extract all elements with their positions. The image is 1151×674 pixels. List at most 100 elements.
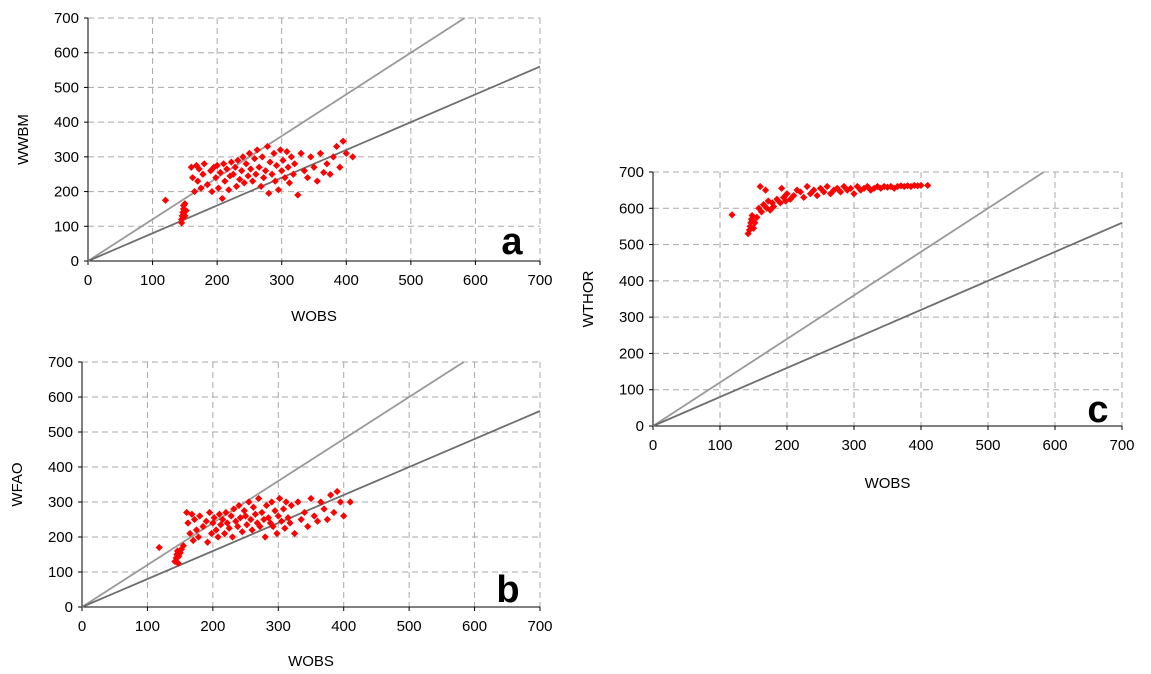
data-point	[340, 512, 348, 520]
x-tick-label: 500	[397, 618, 422, 635]
data-point	[179, 542, 188, 550]
data-point	[793, 186, 801, 194]
data-point	[747, 215, 756, 223]
y-tick-label: 700	[54, 10, 79, 27]
x-tick-label: 400	[331, 618, 356, 635]
x-tick-label: 700	[527, 272, 552, 289]
data-point	[190, 187, 199, 196]
x-tick-label: 0	[84, 272, 92, 289]
data-point	[251, 510, 259, 518]
data-point	[837, 188, 845, 196]
y-tick-label: 400	[619, 273, 644, 290]
reference-line-upper	[652, 171, 1045, 427]
y-tick-label: 600	[48, 389, 73, 406]
data-point	[281, 174, 289, 182]
data-point	[745, 226, 754, 234]
y-tick-label: 500	[619, 237, 644, 254]
data-point	[764, 197, 772, 205]
data-point	[184, 519, 192, 527]
data-point	[213, 161, 221, 170]
data-point	[286, 519, 294, 527]
data-point	[208, 187, 216, 196]
data-point	[249, 503, 258, 511]
x-tick-label: 600	[463, 272, 488, 289]
data-point	[253, 146, 261, 154]
x-tick-label: 0	[649, 437, 657, 454]
data-point	[257, 182, 265, 190]
data-point	[297, 515, 305, 524]
x-tick-label: 700	[1109, 437, 1134, 454]
data-point	[212, 526, 220, 534]
data-point	[252, 170, 260, 178]
data-point	[199, 522, 207, 531]
data-point	[204, 538, 212, 546]
data-point	[800, 193, 808, 201]
data-point	[272, 161, 281, 170]
panel-label: a	[501, 221, 523, 263]
data-point	[155, 543, 163, 552]
data-point	[336, 163, 344, 171]
x-tick-label: 200	[205, 272, 230, 289]
data-point	[333, 487, 341, 496]
data-point	[756, 182, 764, 191]
x-axis-title: WOBS	[865, 475, 911, 492]
x-tick-label: 400	[908, 437, 933, 454]
data-point	[850, 190, 858, 198]
data-point	[349, 153, 357, 161]
data-point	[284, 163, 292, 171]
y-tick-label: 100	[54, 218, 79, 235]
x-tick-label: 500	[975, 437, 1000, 454]
data-point	[285, 179, 294, 187]
data-point	[313, 177, 321, 185]
y-tick-label: 100	[48, 564, 73, 581]
x-tick-label: 100	[140, 272, 165, 289]
y-axis-title: WTHOR	[580, 271, 597, 328]
data-point	[303, 174, 312, 182]
panel-label: b	[496, 569, 519, 611]
x-tick-label: 300	[841, 437, 866, 454]
data-point	[228, 533, 237, 541]
y-tick-label: 0	[65, 599, 73, 616]
data-point	[271, 177, 279, 185]
data-point	[274, 186, 283, 194]
data-point	[256, 522, 264, 531]
x-axis-title: WOBS	[288, 653, 334, 670]
y-tick-label: 100	[619, 382, 644, 399]
data-point	[223, 165, 231, 173]
data-point	[190, 515, 199, 524]
data-point	[323, 515, 331, 524]
data-point	[189, 536, 197, 545]
data-point	[258, 508, 266, 517]
data-point	[327, 491, 335, 499]
data-point	[904, 182, 912, 190]
data-point	[222, 508, 230, 517]
data-point	[205, 508, 214, 517]
data-point	[279, 505, 288, 513]
y-tick-label: 600	[54, 45, 79, 62]
data-point	[759, 201, 768, 209]
data-point	[300, 167, 308, 175]
data-point	[219, 515, 227, 524]
data-point	[823, 182, 831, 191]
data-point	[209, 519, 217, 527]
panel-label: c	[1087, 389, 1108, 431]
data-point	[276, 146, 285, 154]
data-point	[195, 165, 203, 173]
data-point	[262, 501, 271, 510]
data-point	[282, 498, 290, 506]
data-point	[273, 529, 281, 538]
data-point	[860, 184, 868, 192]
data-point	[243, 521, 251, 529]
data-point	[264, 514, 273, 522]
y-tick-label: 200	[48, 529, 73, 546]
data-point	[218, 194, 226, 203]
data-point	[728, 211, 736, 219]
data-point	[291, 529, 299, 538]
data-point	[297, 149, 305, 157]
chart-panel-c: 0 100 200 300 400 500 600 700 0 100 200 300 400 500 60…	[580, 164, 1135, 492]
y-axis-title: WWBM	[15, 114, 32, 165]
data-point	[181, 212, 189, 220]
data-point	[843, 186, 851, 194]
data-point	[217, 521, 225, 529]
data-point	[247, 515, 255, 524]
